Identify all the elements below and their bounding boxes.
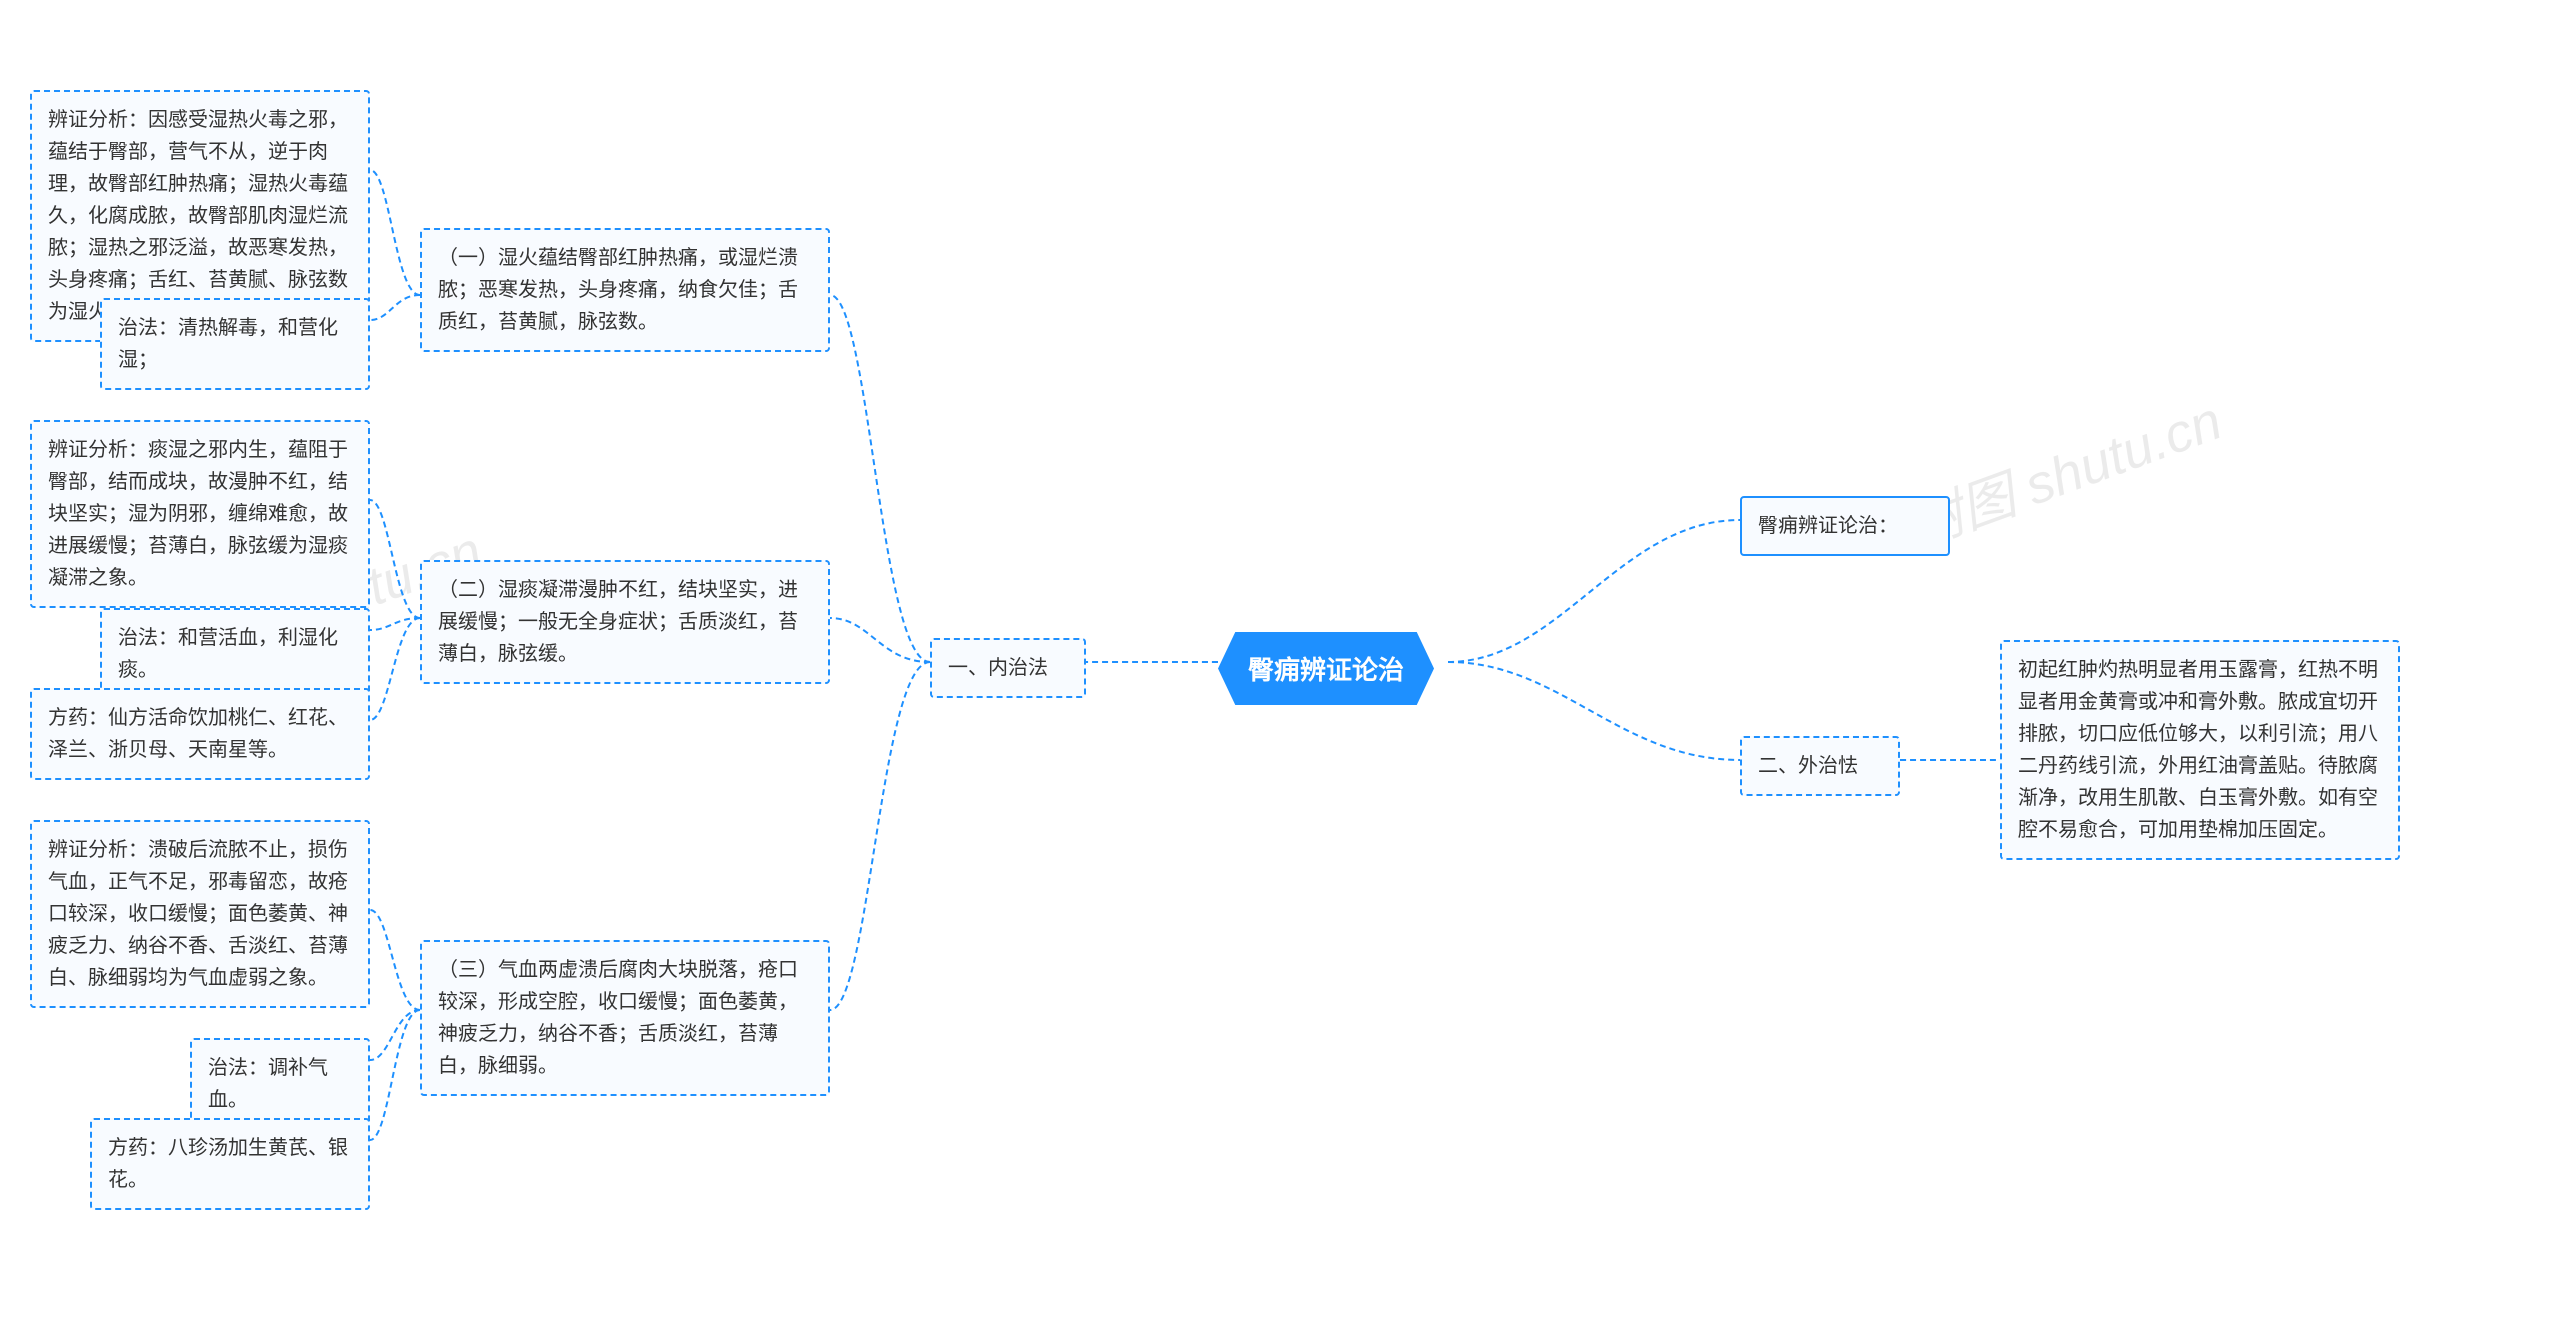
node-pattern-3-analysis: 辨证分析：溃破后流脓不止，损伤气血，正气不足，邪毒留恋，故疮口较深，收口缓慢；面… [30, 820, 370, 1008]
node-title-right: 臀痈辨证论治： [1740, 496, 1950, 556]
node-external-detail: 初起红肿灼热明显者用玉露膏，红热不明显者用金黄膏或冲和膏外敷。脓成宜切开排脓，切… [2000, 640, 2400, 860]
node-external-treatment: 二、外治怯 [1740, 736, 1900, 796]
node-pattern-1: （一）湿火蕴结臀部红肿热痛，或湿烂溃脓；恶寒发热，头身疼痛，纳食欠佳；舌质红，苔… [420, 228, 830, 352]
node-pattern-3: （三）气血两虚溃后腐肉大块脱落，疮口较深，形成空腔，收口缓慢；面色萎黄，神疲乏力… [420, 940, 830, 1096]
node-pattern-1-method: 治法：清热解毒，和营化湿； [100, 298, 370, 390]
node-pattern-2-formula: 方药：仙方活命饮加桃仁、红花、泽兰、浙贝母、天南星等。 [30, 688, 370, 780]
node-pattern-2-method: 治法：和营活血，利湿化痰。 [100, 608, 370, 700]
node-pattern-2-analysis: 辨证分析：痰湿之邪内生，蕴阻于臀部，结而成块，故漫肿不红，结块坚实；湿为阴邪，缠… [30, 420, 370, 608]
node-pattern-2: （二）湿痰凝滞漫肿不红，结块坚实，进展缓慢；一般无全身症状；舌质淡红，苔薄白，脉… [420, 560, 830, 684]
node-pattern-3-method: 治法：调补气血。 [190, 1038, 370, 1130]
node-pattern-3-formula: 方药：八珍汤加生黄芪、银花。 [90, 1118, 370, 1210]
node-internal-treatment: 一、内治法 [930, 638, 1086, 698]
root-node: 臀痈辨证论治 [1218, 632, 1434, 705]
